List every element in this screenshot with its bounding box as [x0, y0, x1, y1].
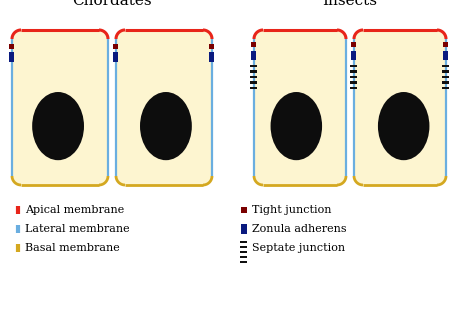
Bar [240, 241, 247, 243]
Bar [350, 87, 357, 89]
Bar [241, 207, 247, 213]
Bar [210, 44, 215, 49]
Bar [352, 41, 356, 47]
Bar [443, 65, 449, 67]
Bar [9, 44, 15, 49]
Bar [113, 44, 118, 49]
Bar [113, 52, 118, 62]
Bar [444, 41, 448, 47]
Bar [350, 65, 357, 67]
Text: Insects: Insects [322, 0, 377, 8]
Text: Basal membrane: Basal membrane [25, 243, 120, 253]
Text: Apical membrane: Apical membrane [25, 205, 124, 215]
Bar [240, 251, 247, 253]
FancyBboxPatch shape [12, 30, 108, 185]
Bar [250, 65, 257, 67]
Bar [240, 261, 247, 263]
Bar [210, 52, 215, 62]
Text: Septate junction: Septate junction [252, 243, 345, 253]
Text: Tight junction: Tight junction [252, 205, 331, 215]
Bar [443, 87, 449, 89]
Bar [240, 256, 247, 258]
Bar [9, 52, 15, 62]
Bar [443, 70, 449, 73]
Bar [350, 70, 357, 73]
Bar [250, 70, 257, 73]
Ellipse shape [271, 92, 322, 160]
Text: Zonula adherens: Zonula adherens [252, 224, 346, 234]
Bar [241, 224, 247, 234]
Bar [250, 87, 257, 89]
Bar [350, 81, 357, 84]
Bar [250, 81, 257, 84]
Bar [443, 76, 449, 78]
Ellipse shape [32, 92, 84, 160]
Bar [252, 41, 256, 47]
Bar [443, 81, 449, 84]
Bar [250, 76, 257, 78]
FancyBboxPatch shape [254, 30, 346, 185]
Ellipse shape [378, 92, 429, 160]
Bar [240, 246, 247, 248]
Bar [252, 50, 256, 59]
FancyBboxPatch shape [354, 30, 446, 185]
Bar [352, 50, 356, 59]
Text: Lateral membrane: Lateral membrane [25, 224, 129, 234]
Bar [444, 50, 448, 59]
Ellipse shape [140, 92, 192, 160]
Bar [350, 76, 357, 78]
Text: Chordates: Chordates [72, 0, 152, 8]
FancyBboxPatch shape [116, 30, 212, 185]
